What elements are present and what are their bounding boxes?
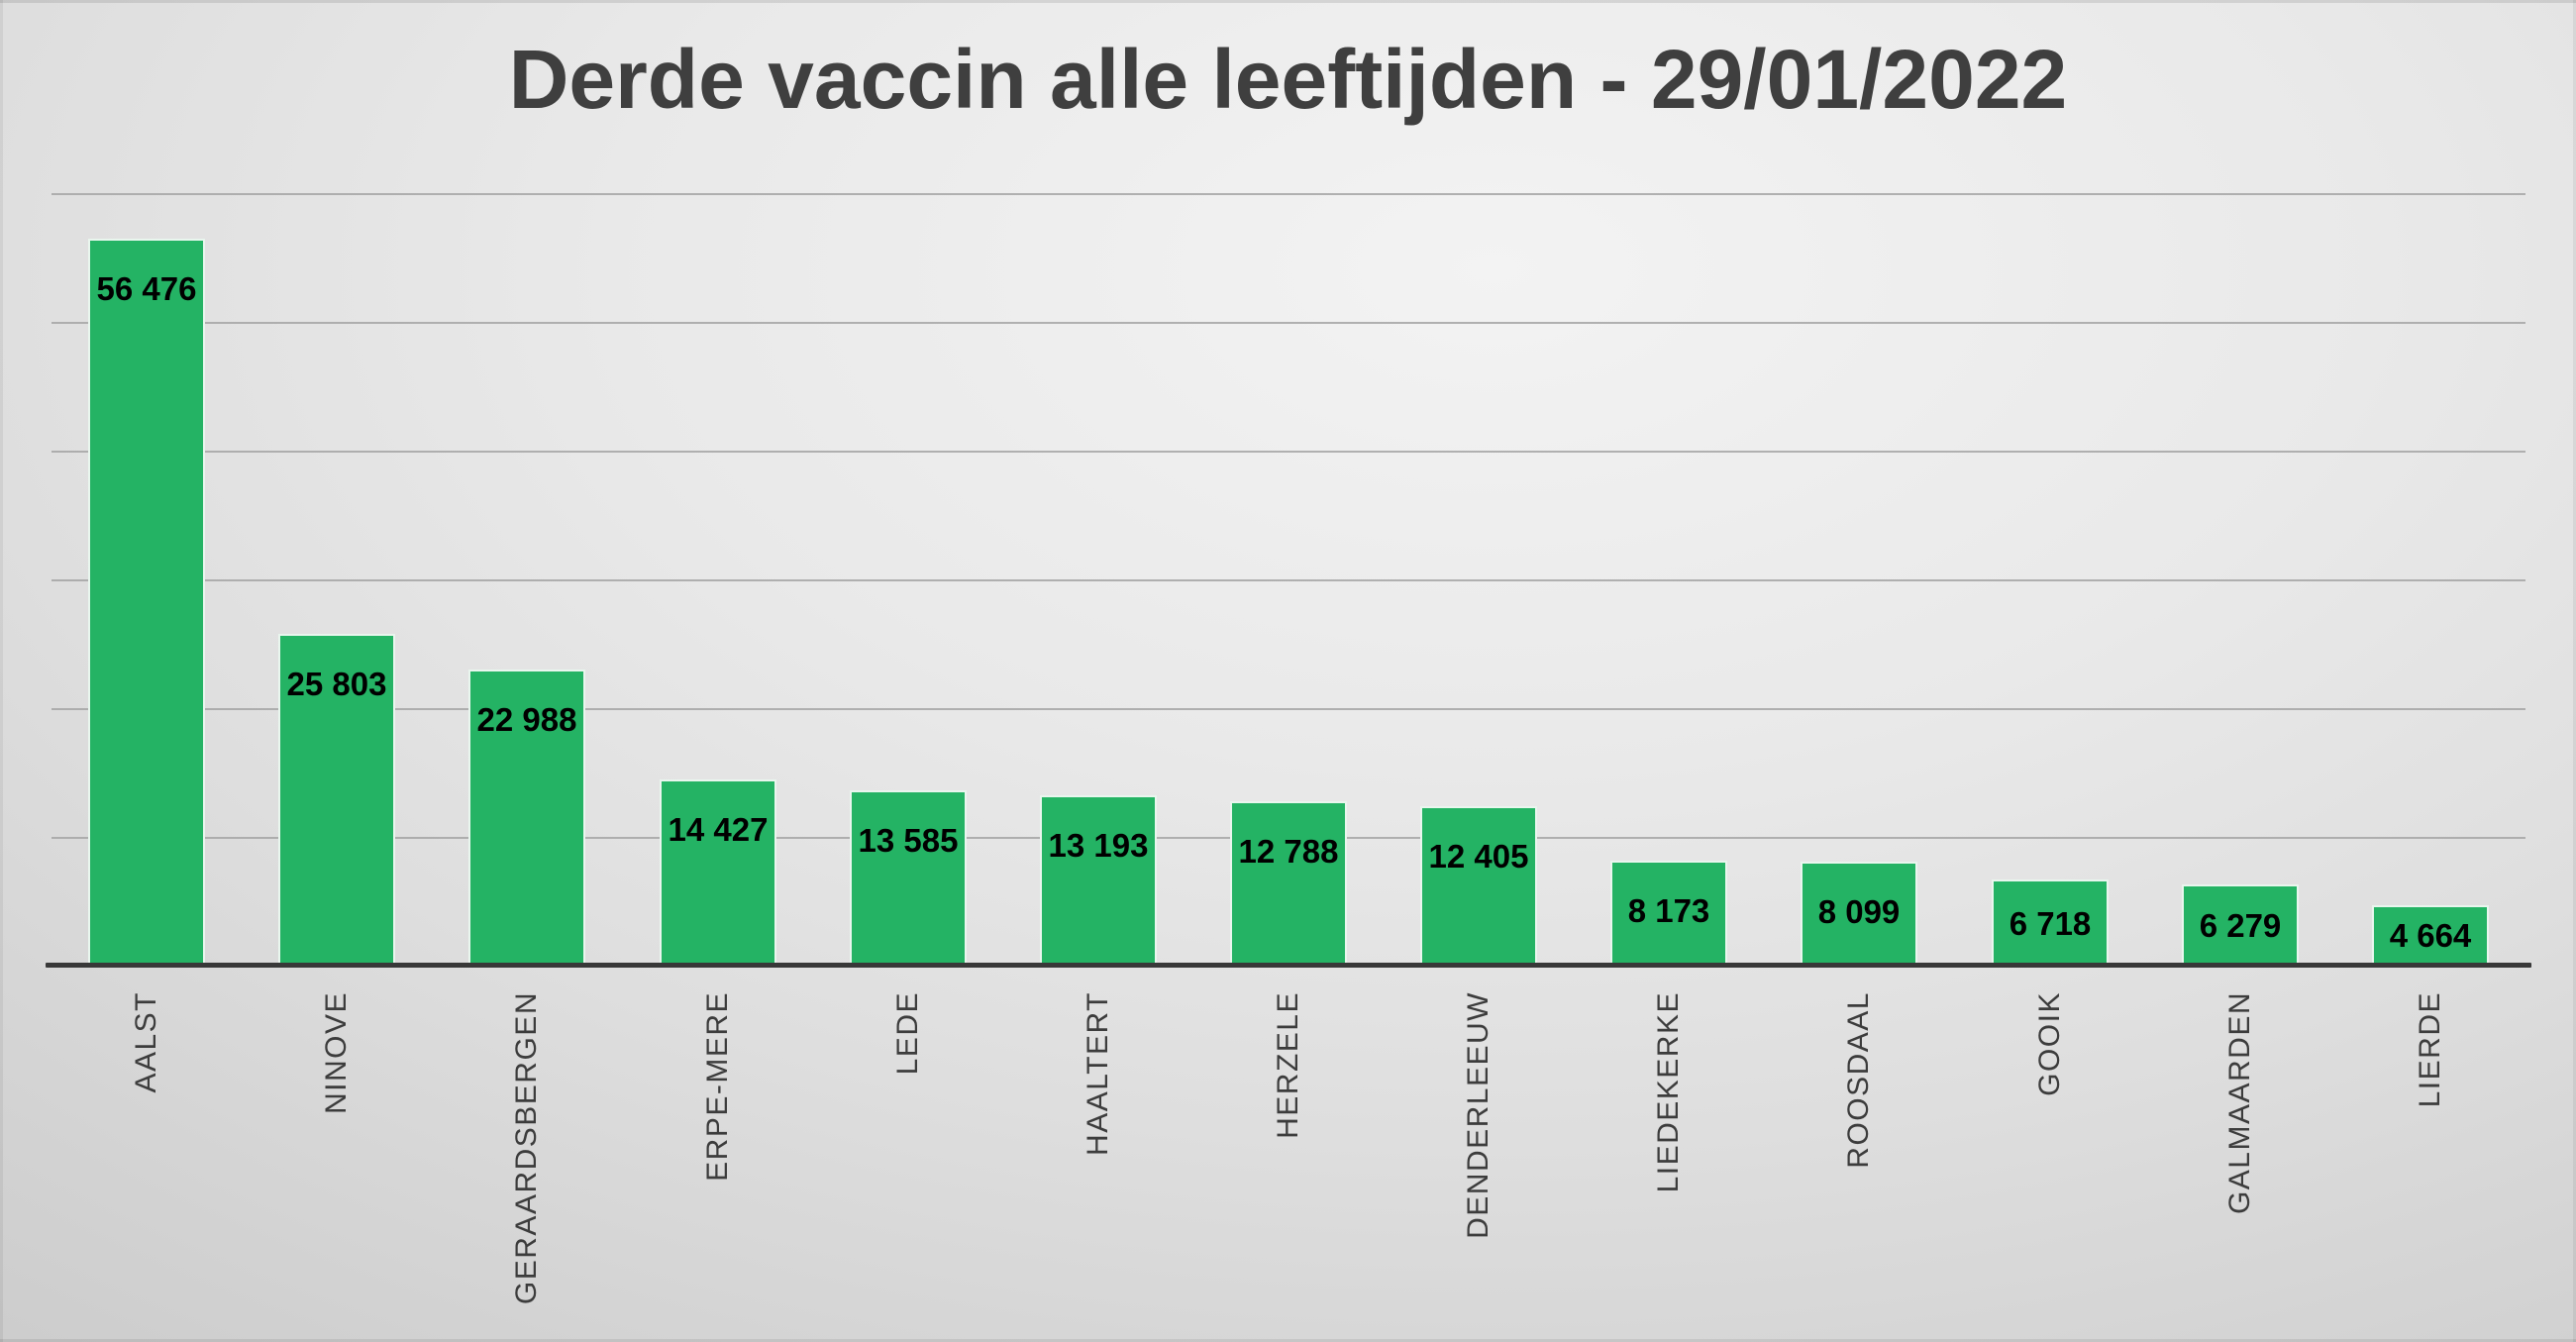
category-label: GALMAARDEN	[2223, 991, 2256, 1215]
category-label: LIERDE	[2414, 991, 2446, 1108]
bar: 8 173	[1610, 861, 1727, 966]
bar: 8 099	[1801, 862, 1917, 966]
category-label: ROOSDAAL	[1842, 991, 1875, 1169]
gridline	[52, 193, 2525, 195]
bar: 56 476	[88, 239, 205, 966]
bar: 12 788	[1230, 801, 1347, 966]
bar-value-label: 6 718	[2009, 905, 2092, 942]
bar: 22 988	[468, 670, 585, 966]
bar: 13 193	[1040, 795, 1157, 966]
category-label: LIEDEKERKE	[1652, 991, 1685, 1193]
gridline	[52, 451, 2525, 453]
bar-value-label: 8 099	[1817, 893, 1901, 930]
category-label: HAALTERT	[1082, 991, 1114, 1156]
category-label: DENDERLEEUW	[1462, 991, 1494, 1239]
bar-value-label: 8 173	[1627, 892, 1710, 929]
category-label: HERZELE	[1272, 991, 1304, 1139]
bar-value-label: 12 788	[1238, 833, 1339, 870]
bar-value-label: 6 279	[2199, 907, 2282, 944]
x-axis-line	[46, 963, 2531, 968]
bar: 25 803	[278, 634, 395, 966]
bar-value-label: 14 427	[668, 811, 769, 848]
bar: 12 405	[1420, 806, 1537, 966]
bar-value-label: 22 988	[476, 701, 577, 738]
bar-value-label: 56 476	[96, 270, 197, 307]
bar-value-label: 25 803	[286, 666, 387, 702]
chart-title: Derde vaccin alle leeftijden - 29/01/202…	[508, 33, 2068, 126]
bar: 6 279	[2182, 884, 2299, 966]
gridline	[52, 322, 2525, 324]
bar: 14 427	[660, 779, 776, 966]
category-label: GOOIK	[2033, 991, 2066, 1096]
bar-value-label: 13 193	[1048, 827, 1149, 864]
gridline	[52, 579, 2525, 581]
category-label: ERPE-MERE	[701, 991, 734, 1182]
bar: 13 585	[850, 790, 967, 966]
bar-value-label: 12 405	[1428, 838, 1529, 875]
category-label: GERAARDSBERGEN	[510, 991, 543, 1305]
bar: 4 664	[2372, 905, 2489, 966]
category-label: LEDE	[891, 991, 924, 1076]
bar: 6 718	[1992, 879, 2109, 966]
bar-value-label: 13 585	[858, 822, 959, 859]
gridline	[52, 708, 2525, 710]
bar-value-label: 4 664	[2389, 917, 2472, 954]
category-label: AALST	[130, 991, 162, 1093]
category-label: NINOVE	[320, 991, 353, 1115]
